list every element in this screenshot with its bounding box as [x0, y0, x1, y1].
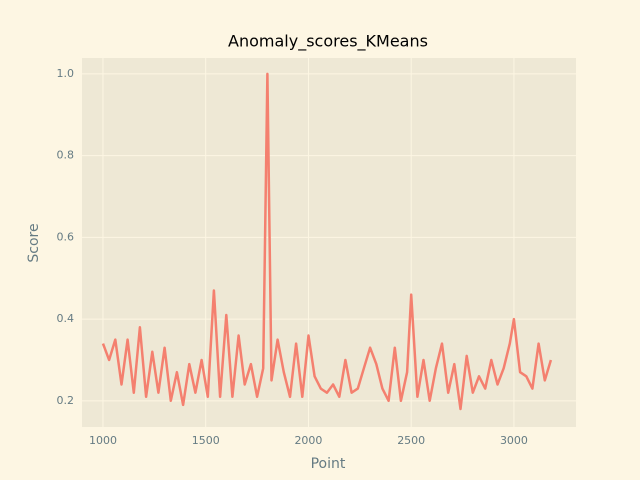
y-tick-label: 0.8 — [57, 149, 75, 162]
chart-title: Anomaly_scores_KMeans — [228, 32, 428, 52]
x-tick-label: 1500 — [192, 434, 220, 447]
y-tick-label: 0.2 — [57, 394, 75, 407]
y-axis-label: Score — [26, 223, 42, 262]
y-tick-label: 0.4 — [57, 312, 75, 325]
x-tick-label: 1000 — [89, 434, 117, 447]
x-tick-label: 2500 — [397, 434, 425, 447]
y-tick-label: 0.6 — [57, 230, 75, 243]
line-series — [101, 72, 553, 411]
y-tick-label: 1.0 — [57, 67, 75, 80]
x-tick-label: 2000 — [294, 434, 322, 447]
x-tick-label: 3000 — [500, 434, 528, 447]
x-axis-label: Point — [311, 456, 346, 472]
